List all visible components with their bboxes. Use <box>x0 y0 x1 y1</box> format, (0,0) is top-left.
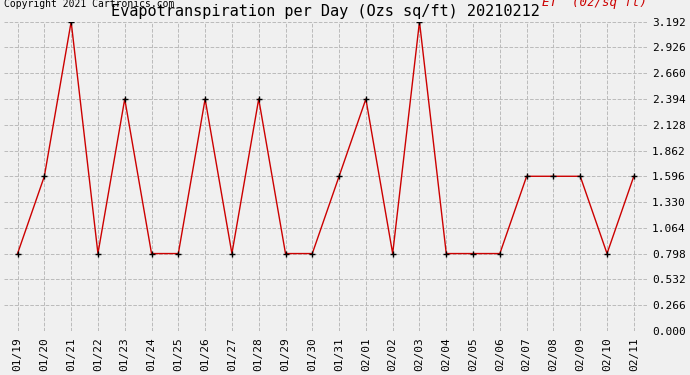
Title: Evapotranspiration per Day (Ozs sq/ft) 20210212: Evapotranspiration per Day (Ozs sq/ft) 2… <box>111 4 540 19</box>
Text: ET  (0z/sq ft): ET (0z/sq ft) <box>542 0 647 9</box>
Text: Copyright 2021 Cartronics.com: Copyright 2021 Cartronics.com <box>4 0 175 9</box>
